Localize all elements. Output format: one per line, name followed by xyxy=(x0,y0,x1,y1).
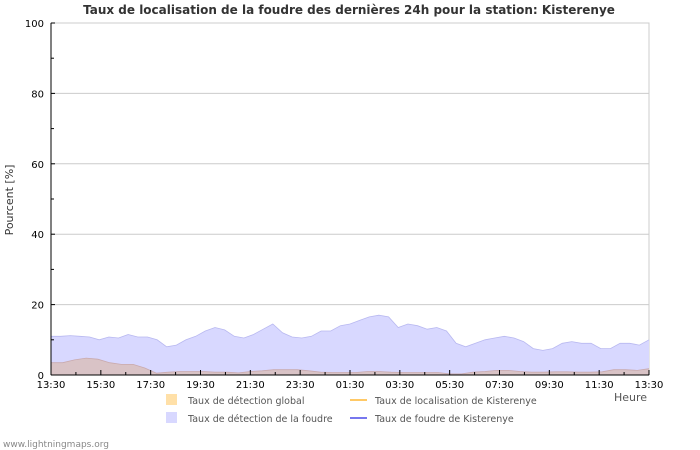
y-tick-label: 0 xyxy=(38,371,44,382)
y-axis-label: Pourcent [%] xyxy=(3,165,16,236)
x-tick-label: 17:30 xyxy=(136,380,165,391)
plot-area xyxy=(50,22,650,376)
x-axis-label: Heure xyxy=(614,391,647,404)
y-tick-label: 40 xyxy=(31,230,44,241)
x-tick-label: 13:30 xyxy=(635,380,664,391)
legend-swatch-0 xyxy=(166,394,177,405)
line-lightning-detection xyxy=(51,314,650,351)
x-tick-label: 21:30 xyxy=(236,380,265,391)
x-tick-label: 11:30 xyxy=(585,380,614,391)
x-tick-label: 13:30 xyxy=(37,380,66,391)
legend-label: Taux de foudre de Kisterenye xyxy=(374,414,514,425)
chart-title: Taux de localisation de la foudre des de… xyxy=(83,3,615,17)
footer-credit: www.lightningmaps.org xyxy=(3,440,109,450)
x-tick-label: 01:30 xyxy=(336,380,365,391)
x-tick-label: 15:30 xyxy=(86,380,115,391)
x-tick-label: 03:30 xyxy=(385,380,414,391)
y-tick-label: 20 xyxy=(31,301,44,312)
legend-label: Taux de détection de la foudre xyxy=(187,414,333,425)
y-tick-label: 100 xyxy=(25,19,44,30)
y-tick-label: 60 xyxy=(31,160,44,171)
legend-label: Taux de détection global xyxy=(187,396,304,407)
legend-swatch-1 xyxy=(166,412,177,423)
x-tick-label: 23:30 xyxy=(286,380,315,391)
area-lightning-detection xyxy=(51,315,649,375)
x-tick-label: 05:30 xyxy=(435,380,464,391)
x-tick-label: 09:30 xyxy=(535,380,564,391)
legend-label: Taux de localisation de Kisterenye xyxy=(374,396,537,407)
x-tick-label: 19:30 xyxy=(186,380,215,391)
y-tick-label: 80 xyxy=(31,89,44,100)
x-tick-label: 07:30 xyxy=(485,380,514,391)
